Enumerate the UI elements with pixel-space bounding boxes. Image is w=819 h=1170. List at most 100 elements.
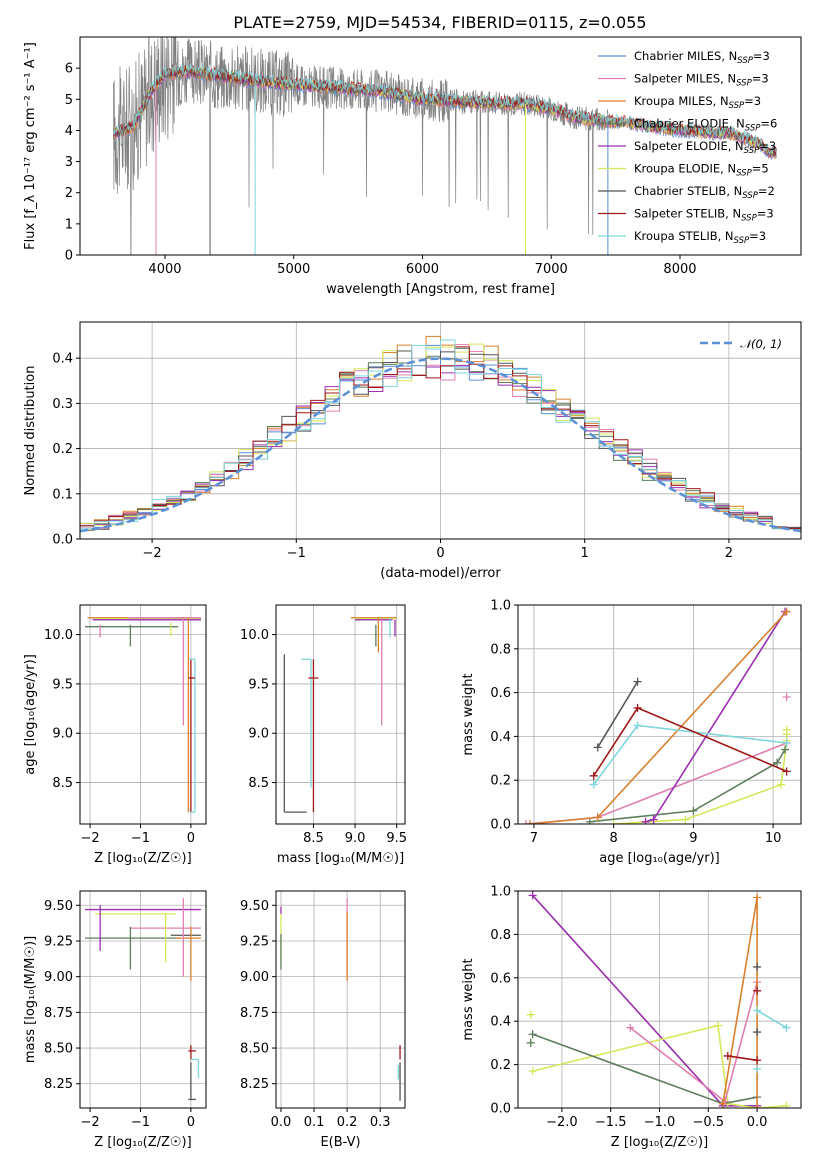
weight-marker (609, 820, 618, 824)
x-tick-label: −1.0 (644, 1115, 676, 1130)
weight-marker (649, 815, 658, 824)
x-axis-label: (data-model)/error (380, 566, 501, 581)
x-tick-label: −2 (80, 831, 99, 846)
legend-subscript: SSP (744, 146, 760, 156)
y-tick-label: 8.75 (240, 1006, 269, 1021)
y-tick-label: 0 (65, 249, 73, 264)
x-axis-label: age [log₁₀(age/yr)] (599, 851, 720, 866)
normal-distribution-curve (80, 357, 801, 533)
weight-marker (633, 721, 642, 730)
legend-count: =3 (749, 229, 766, 243)
y-axis-label: mass weight (461, 958, 476, 1040)
legend-name: Chabrier STELIB, N (634, 184, 742, 198)
weight-marker (525, 820, 534, 824)
x-tick-label: 0 (187, 1115, 195, 1130)
x-tick-label: 6000 (406, 262, 439, 277)
weight-line-chabrier-elodie (589, 749, 786, 823)
weight-marker (526, 1010, 535, 1019)
legend-subscript: SSP (741, 214, 757, 224)
weight-line-salpeter-stelib (727, 1055, 758, 1062)
weight-marker (777, 780, 786, 789)
weight-marker (782, 730, 791, 739)
legend-entry: Kroupa MILES, NSSP=3 (634, 94, 761, 111)
spectrum-panel: 4000 5000 6000 7000 8000 0 1 2 3 4 5 6 wavelength [A… (23, 36, 802, 297)
mass-vs-ebv-panel: 0.0 0.1 0.2 0.3 8.25 8.50 8.75 9.00 9.25 9.50 E(B-… (240, 890, 406, 1150)
axes-frame (79, 890, 207, 1109)
weight-marker (782, 692, 791, 701)
y-tick-label: 0.2 (52, 442, 73, 457)
legend-subscript: SSP (734, 236, 750, 246)
weight-marker (753, 1006, 762, 1015)
legend-count: =2 (758, 184, 775, 198)
x-tick-label: 9.5 (386, 831, 407, 846)
legend-name: Salpeter ELODIE, N (634, 139, 744, 153)
weight-marker (753, 962, 762, 971)
weight-marker (593, 813, 602, 822)
plot-area (526, 891, 791, 1108)
weight-marker (641, 817, 650, 824)
x-tick-label: 4000 (148, 262, 181, 277)
legend-subscript: SSP (737, 56, 753, 66)
legend-entry: Salpeter MILES, NSSP=3 (634, 72, 769, 89)
residuals-panel: −2 −1 0 1 2 0.0 0.1 0.2 0.3 0.4 (data-model)/error… (23, 321, 802, 581)
legend-name: Chabrier ELODIE, N (634, 117, 745, 131)
y-tick-label: 0.4 (490, 1015, 511, 1030)
legend-entry: Salpeter ELODIE, NSSP=3 (634, 139, 776, 156)
weight-line-kroupa-stelib (756, 1009, 787, 1029)
weight-marker (626, 1023, 635, 1032)
y-axis-label: Flux [f_λ 10⁻¹⁷ erg cm⁻² s⁻¹ A⁻¹] (23, 42, 38, 250)
age-vs-mass-panel: 8.5 9.0 9.5 8.5 9.0 9.5 10.0 mass [log₁₀(M/M☉)] (240, 604, 407, 866)
legend-count: =3 (744, 94, 761, 108)
y-tick-label: 0.2 (490, 774, 511, 789)
plot-area (521, 607, 791, 824)
weight-marker (589, 780, 598, 789)
y-axis-label: mass weight (461, 673, 476, 755)
plot-area (283, 617, 397, 813)
y-tick-label: 9.00 (44, 970, 73, 985)
plot-area (113, 37, 777, 255)
weight-marker (528, 891, 537, 900)
plot-area (85, 617, 201, 813)
weight-marker (723, 1051, 732, 1060)
y-axis-label: Normed distribution (23, 366, 38, 496)
x-axis-label: Z [log₁₀(Z/Z☉)] (611, 1135, 708, 1150)
y-tick-label: 10.0 (44, 628, 73, 643)
histogram-chabrier-stelib (80, 350, 801, 530)
weight-marker (681, 815, 690, 824)
y-tick-label: 0.4 (490, 730, 511, 745)
y-tick-label: 8.75 (44, 1006, 73, 1021)
y-tick-label: 9.5 (52, 677, 73, 692)
figure-title: PLATE=2759, MJD=54534, FIBERID=0115, z=0… (233, 13, 646, 32)
x-tick-label: 0.3 (370, 1115, 391, 1130)
histogram-salpeter-stelib (80, 346, 801, 530)
axes-frame (275, 604, 406, 825)
legend-subscript: SSP (736, 79, 752, 89)
x-tick-label: 0 (436, 546, 444, 561)
weight-marker (753, 893, 762, 902)
legend-count: =5 (752, 162, 769, 176)
legend-count: =3 (753, 49, 770, 63)
legend-name: Salpeter MILES, N (634, 72, 736, 86)
legend-entry: Chabrier STELIB, NSSP=2 (634, 184, 775, 201)
legend-name: Chabrier MILES, N (634, 49, 737, 63)
weight-marker (528, 1030, 537, 1039)
x-tick-label: −1 (287, 546, 306, 561)
y-tick-label: 0.1 (52, 487, 73, 502)
y-tick-label: 8.5 (52, 776, 73, 791)
weight-line-salpeter-stelib (593, 706, 788, 777)
x-tick-label: 9.0 (345, 831, 366, 846)
weight-marker (781, 745, 790, 754)
legend-name: Kroupa ELODIE, N (634, 162, 736, 176)
mass-weight-vs-metallicity-panel: −2.0 −1.5 −1.0 −0.5 0.0 0.0 0.2 0.4 0.6 0.8 1.0 Z [… (461, 885, 802, 1150)
weight-marker (753, 1056, 762, 1065)
x-tick-label: 2 (725, 546, 733, 561)
y-tick-label: 0.8 (490, 642, 511, 657)
axes-frame (79, 604, 207, 825)
x-tick-label: 8.5 (303, 831, 324, 846)
weight-marker (782, 1023, 791, 1032)
y-tick-label: 0.0 (52, 533, 73, 548)
weight-line-salpeter-miles (629, 981, 758, 1103)
x-tick-label: −2 (143, 546, 162, 561)
legend-entry: Salpeter STELIB, NSSP=3 (634, 207, 774, 224)
